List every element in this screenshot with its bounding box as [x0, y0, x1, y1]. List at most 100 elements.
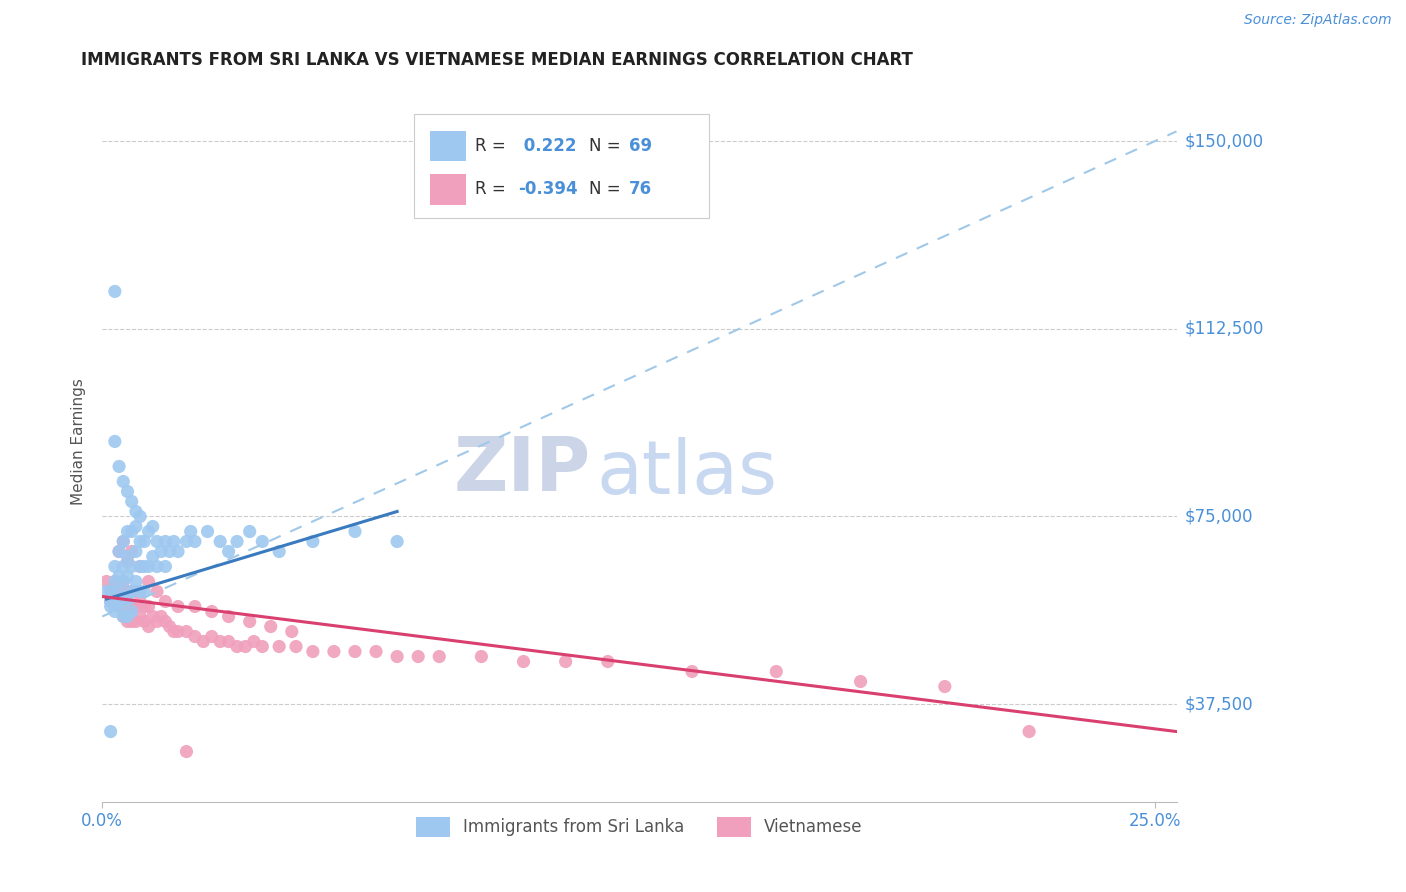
Text: IMMIGRANTS FROM SRI LANKA VS VIETNAMESE MEDIAN EARNINGS CORRELATION CHART: IMMIGRANTS FROM SRI LANKA VS VIETNAMESE …	[80, 51, 912, 69]
Text: 76: 76	[628, 180, 652, 198]
Point	[159, 544, 181, 558]
Point	[155, 534, 177, 549]
Point	[117, 615, 139, 629]
Point	[155, 594, 177, 608]
Point	[100, 724, 122, 739]
Point	[155, 559, 177, 574]
Legend: Immigrants from Sri Lanka, Vietnamese: Immigrants from Sri Lanka, Vietnamese	[409, 810, 869, 844]
Point	[108, 599, 131, 614]
Point	[150, 544, 173, 558]
Point	[235, 640, 257, 654]
Point	[218, 634, 240, 648]
Point	[117, 484, 139, 499]
Point	[681, 665, 703, 679]
Point	[125, 584, 148, 599]
Point	[108, 544, 131, 558]
Point	[934, 680, 956, 694]
Point	[129, 584, 152, 599]
Point	[184, 599, 207, 614]
Point	[406, 649, 429, 664]
Point	[104, 594, 127, 608]
Point	[142, 609, 165, 624]
Point	[134, 599, 156, 614]
Point	[269, 640, 291, 654]
Point	[142, 519, 165, 533]
Point	[201, 630, 224, 644]
Point	[112, 609, 135, 624]
Point	[512, 655, 534, 669]
Point	[146, 584, 169, 599]
Text: 69: 69	[628, 137, 652, 155]
Point	[138, 524, 160, 539]
Point	[129, 559, 152, 574]
Point	[112, 534, 135, 549]
FancyBboxPatch shape	[430, 174, 467, 204]
Point	[100, 594, 122, 608]
Point	[108, 584, 131, 599]
Point	[104, 605, 127, 619]
Point	[849, 674, 872, 689]
Point	[112, 574, 135, 589]
Point	[134, 559, 156, 574]
Point	[121, 559, 143, 574]
Point	[163, 534, 186, 549]
Point	[470, 649, 492, 664]
Text: $37,500: $37,500	[1185, 695, 1254, 713]
Point	[125, 504, 148, 518]
Point	[100, 584, 122, 599]
Point	[209, 634, 232, 648]
Point	[129, 559, 152, 574]
Point	[100, 599, 122, 614]
Point	[121, 524, 143, 539]
Text: R =: R =	[475, 180, 506, 198]
Point	[184, 630, 207, 644]
Point	[121, 544, 143, 558]
Point	[765, 665, 787, 679]
Point	[1018, 724, 1040, 739]
Text: R =: R =	[475, 137, 506, 155]
Point	[134, 584, 156, 599]
Point	[343, 524, 366, 539]
Point	[112, 475, 135, 489]
Point	[112, 594, 135, 608]
Point	[129, 534, 152, 549]
Point	[112, 609, 135, 624]
Point	[100, 584, 122, 599]
Point	[209, 534, 232, 549]
Point	[167, 599, 190, 614]
Point	[596, 655, 619, 669]
Point	[117, 554, 139, 568]
Point	[104, 559, 127, 574]
Point	[201, 605, 224, 619]
Point	[155, 615, 177, 629]
Point	[138, 599, 160, 614]
Point	[302, 644, 325, 658]
Text: $150,000: $150,000	[1185, 132, 1264, 151]
Point	[323, 644, 346, 658]
Point	[108, 584, 131, 599]
Point	[108, 459, 131, 474]
Point	[343, 644, 366, 658]
Point	[117, 584, 139, 599]
Point	[252, 534, 274, 549]
Point	[269, 544, 291, 558]
Point	[121, 615, 143, 629]
Point	[281, 624, 304, 639]
Point	[104, 594, 127, 608]
Point	[180, 524, 202, 539]
Point	[218, 544, 240, 558]
Point	[138, 559, 160, 574]
Point	[108, 569, 131, 583]
Point	[167, 624, 190, 639]
Text: 0.222: 0.222	[517, 137, 576, 155]
Point	[104, 574, 127, 589]
Point	[385, 649, 408, 664]
Text: -0.394: -0.394	[517, 180, 578, 198]
Text: $112,500: $112,500	[1185, 320, 1264, 338]
Point	[104, 434, 127, 449]
Point	[121, 494, 143, 508]
Point	[125, 519, 148, 533]
Point	[117, 549, 139, 564]
Point	[121, 605, 143, 619]
Point	[129, 609, 152, 624]
